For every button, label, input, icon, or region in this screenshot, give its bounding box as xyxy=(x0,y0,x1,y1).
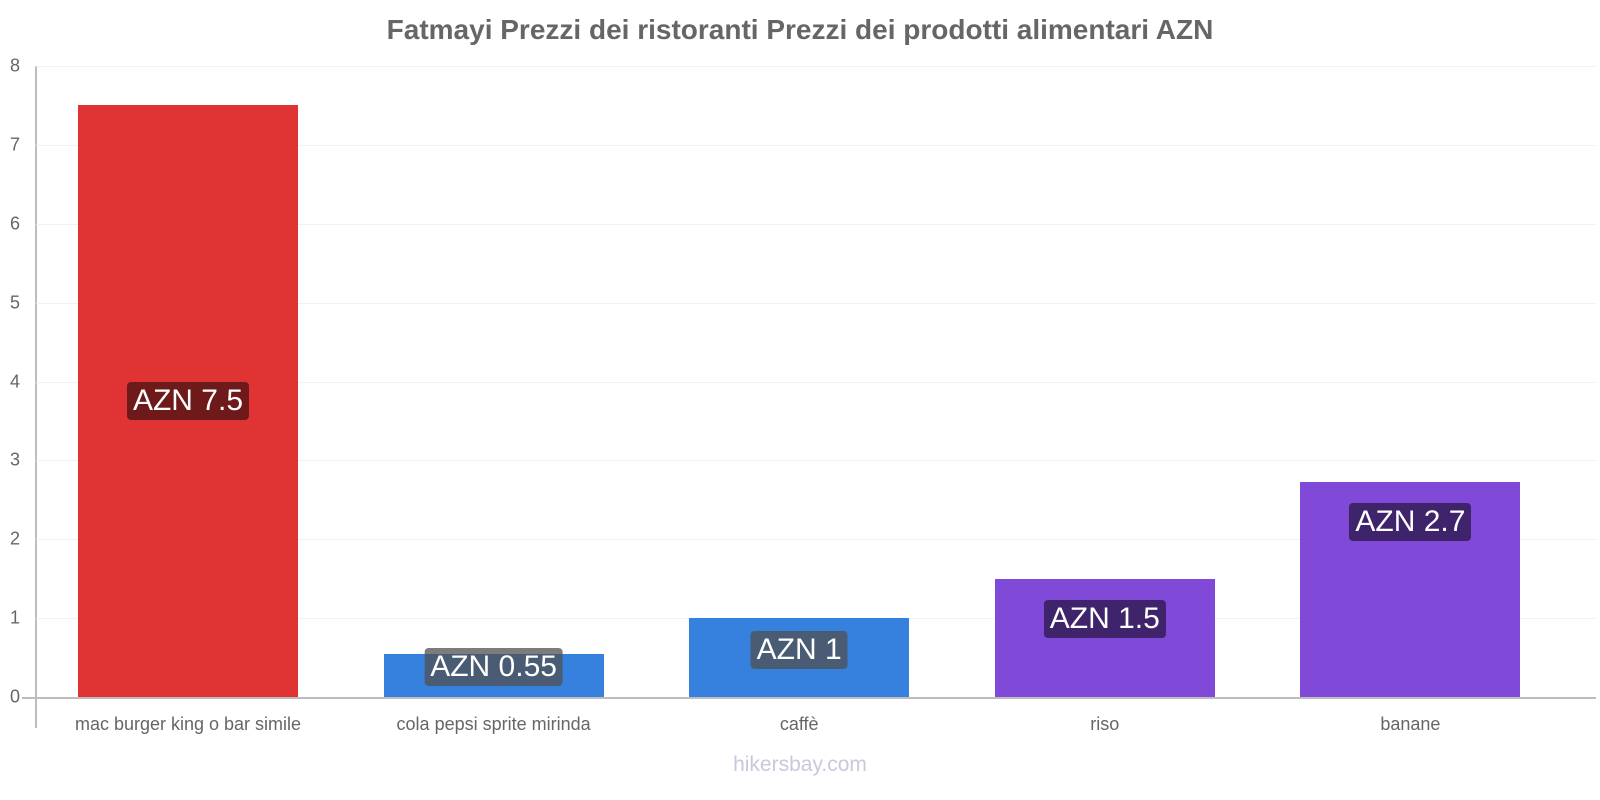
chart-title: Fatmayi Prezzi dei ristoranti Prezzi dei… xyxy=(386,14,1214,45)
x-axis xyxy=(22,697,1596,699)
data-label: AZN 1 xyxy=(750,630,848,669)
x-tick-label: mac burger king o bar simile xyxy=(74,714,302,734)
y-tick-label: 2 xyxy=(9,528,20,549)
y-tick-label: 6 xyxy=(9,213,20,234)
gridline xyxy=(36,223,1596,225)
data-label: AZN 2.7 xyxy=(1349,502,1472,541)
x-tick-label: banane xyxy=(1380,714,1441,734)
y-axis xyxy=(35,66,37,728)
gridline xyxy=(36,381,1596,383)
y-tick-label: 0 xyxy=(9,686,20,707)
y-tick-label: 1 xyxy=(9,607,20,628)
gridline xyxy=(36,302,1596,304)
y-tick-label: 5 xyxy=(9,292,20,313)
bar[interactable] xyxy=(994,578,1215,697)
y-tick-label: 3 xyxy=(9,449,20,470)
watermark: hikersbay.com xyxy=(733,753,867,776)
data-label: AZN 0.55 xyxy=(424,648,563,687)
x-tick-label: riso xyxy=(1090,714,1120,734)
gridline xyxy=(36,460,1596,462)
x-tick-label: cola pepsi sprite mirinda xyxy=(396,714,591,734)
gridline xyxy=(36,66,1596,67)
data-label: AZN 7.5 xyxy=(126,382,250,421)
y-tick-label: 8 xyxy=(9,55,20,76)
x-tick-label: caffè xyxy=(779,714,819,734)
gridline xyxy=(36,539,1596,541)
data-label: AZN 1.5 xyxy=(1043,599,1166,638)
gridline xyxy=(36,144,1596,146)
y-tick-label: 7 xyxy=(9,134,20,155)
y-tick-label: 4 xyxy=(9,371,20,391)
